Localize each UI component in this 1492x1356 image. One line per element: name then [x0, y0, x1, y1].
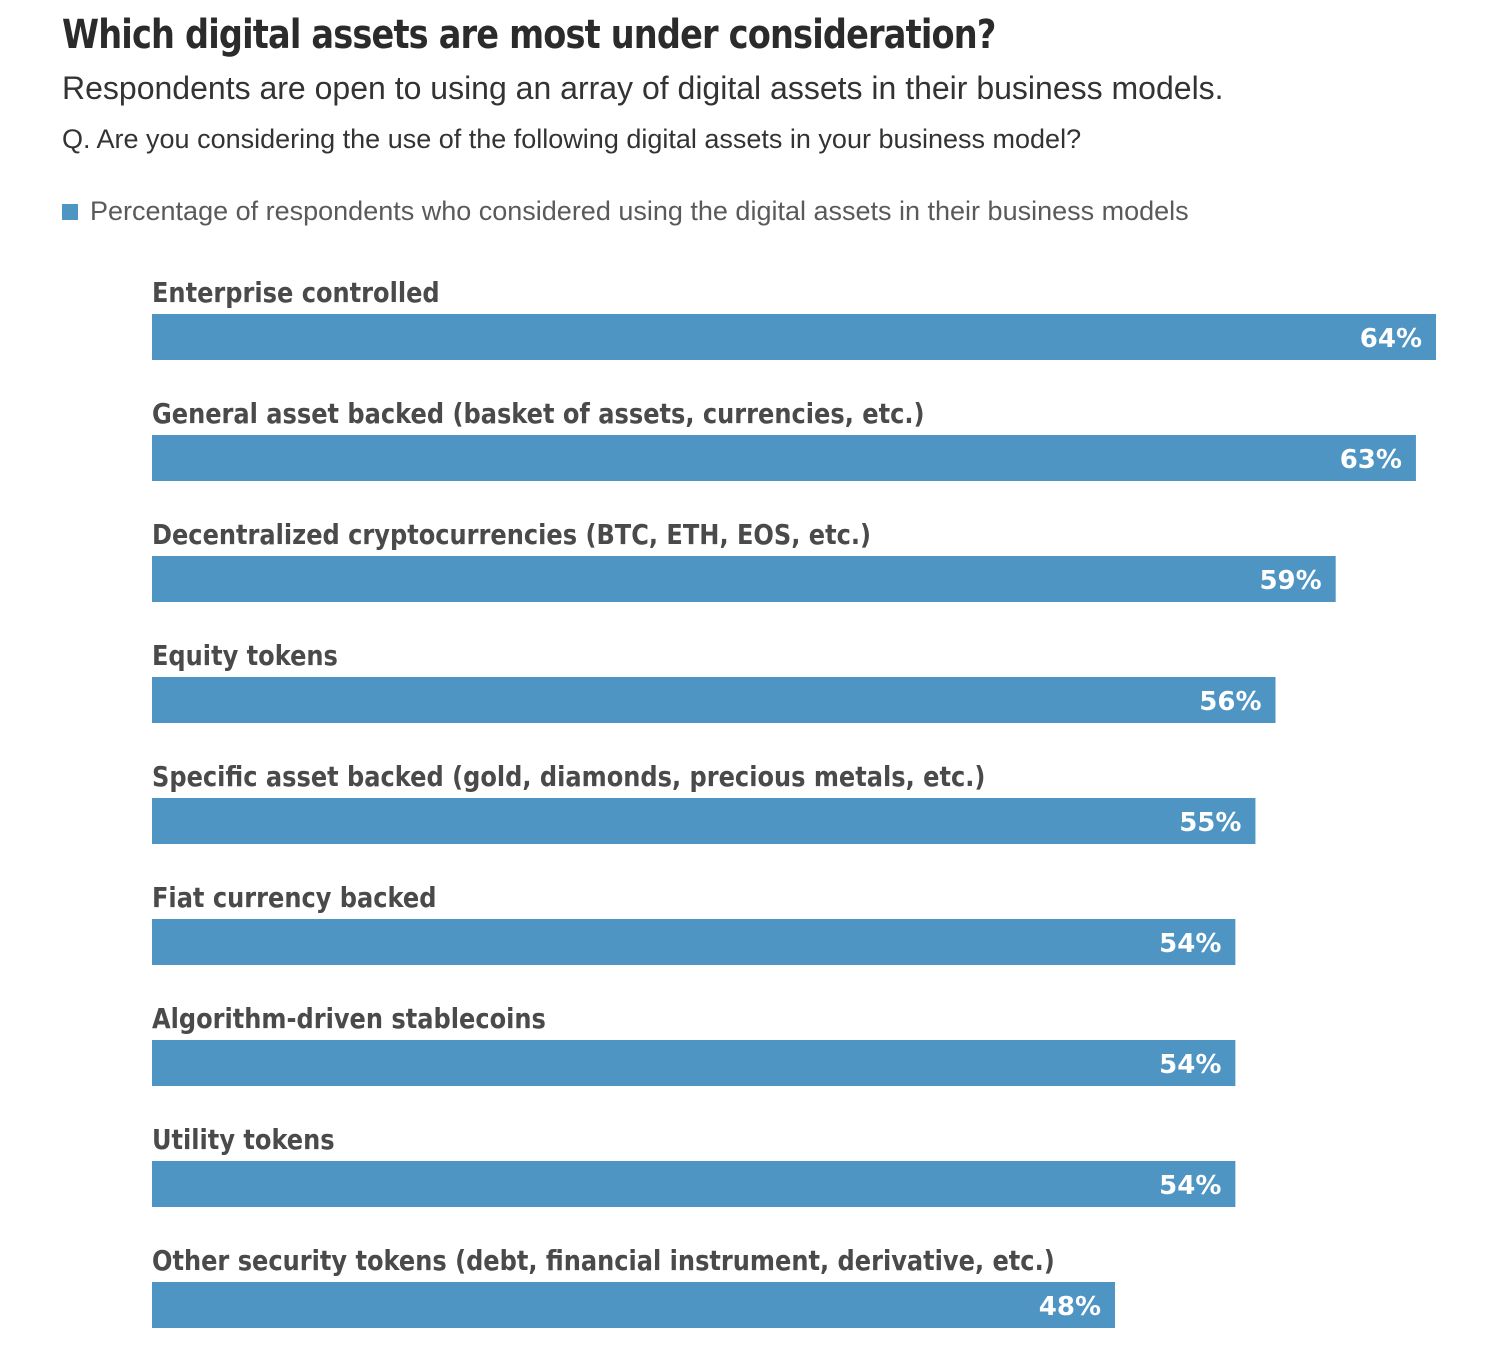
- bar: [152, 314, 1436, 360]
- value-label: 55%: [1179, 808, 1241, 838]
- value-label: 59%: [1259, 566, 1321, 596]
- value-label: 63%: [1340, 445, 1402, 475]
- category-label: Utility tokens: [152, 1124, 335, 1156]
- value-label: 54%: [1159, 1050, 1221, 1080]
- value-label: 56%: [1199, 687, 1261, 717]
- legend-label: Percentage of respondents who considered…: [90, 196, 1189, 226]
- category-label: General asset backed (basket of assets, …: [152, 398, 925, 430]
- legend: Percentage of respondents who considered…: [62, 196, 1189, 227]
- bar: [152, 677, 1276, 723]
- value-label: 54%: [1159, 1171, 1221, 1201]
- bar: [152, 556, 1336, 602]
- bar: [152, 798, 1256, 844]
- category-label: Algorithm-driven stablecoins: [152, 1003, 546, 1035]
- category-label: Decentralized cryptocurrencies (BTC, ETH…: [152, 519, 871, 551]
- chart-title: Which digital assets are most under cons…: [62, 12, 996, 58]
- chart-subtitle: Respondents are open to using an array o…: [62, 70, 1224, 106]
- bar: [152, 435, 1416, 481]
- category-label: Fiat currency backed: [152, 882, 437, 914]
- bar: [152, 1161, 1236, 1207]
- bar: [152, 1040, 1236, 1086]
- category-label: Enterprise controlled: [152, 277, 440, 309]
- value-label: 54%: [1159, 929, 1221, 959]
- value-label: 48%: [1039, 1292, 1101, 1322]
- category-label: Equity tokens: [152, 640, 338, 672]
- category-label: Specific asset backed (gold, diamonds, p…: [152, 761, 985, 793]
- bar: [152, 919, 1236, 965]
- legend-swatch: [62, 203, 78, 220]
- bar: [152, 1282, 1115, 1328]
- survey-question: Q. Are you considering the use of the fo…: [62, 124, 1082, 154]
- category-label: Other security tokens (debt, financial i…: [152, 1245, 1055, 1277]
- value-label: 64%: [1360, 324, 1422, 354]
